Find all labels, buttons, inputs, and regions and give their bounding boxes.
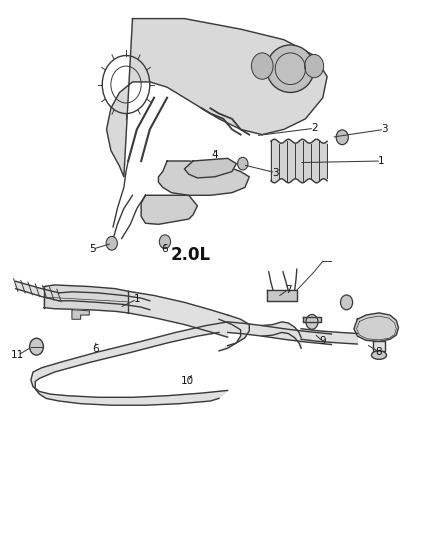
Polygon shape	[267, 290, 297, 301]
Circle shape	[237, 157, 248, 170]
Circle shape	[30, 338, 43, 355]
Polygon shape	[159, 161, 249, 195]
Text: 1: 1	[134, 294, 140, 304]
Ellipse shape	[371, 351, 387, 359]
Circle shape	[304, 54, 324, 78]
Polygon shape	[44, 285, 128, 313]
Text: 3: 3	[272, 167, 279, 177]
Text: 8: 8	[376, 347, 382, 357]
Text: 9: 9	[319, 336, 326, 346]
Polygon shape	[354, 313, 399, 342]
Polygon shape	[31, 322, 228, 405]
Text: 5: 5	[89, 244, 96, 254]
Text: 3: 3	[381, 124, 388, 134]
Polygon shape	[16, 281, 42, 296]
Polygon shape	[304, 317, 321, 322]
Text: 1: 1	[378, 156, 385, 166]
Circle shape	[340, 295, 353, 310]
Circle shape	[251, 53, 273, 79]
Polygon shape	[262, 322, 301, 348]
Text: 2: 2	[311, 123, 318, 133]
Polygon shape	[72, 310, 89, 319]
Circle shape	[159, 235, 170, 248]
Circle shape	[106, 237, 117, 250]
Text: 7: 7	[285, 285, 292, 295]
Polygon shape	[271, 139, 327, 183]
Polygon shape	[301, 329, 357, 344]
Text: 2.0L: 2.0L	[171, 246, 211, 264]
Text: 4: 4	[212, 150, 218, 160]
Text: 6: 6	[162, 244, 168, 254]
Polygon shape	[228, 322, 332, 344]
Polygon shape	[372, 342, 385, 351]
Polygon shape	[184, 158, 236, 178]
Polygon shape	[128, 292, 228, 337]
Circle shape	[306, 314, 318, 329]
Text: 11: 11	[11, 350, 25, 360]
Polygon shape	[106, 19, 327, 177]
Text: 10: 10	[181, 376, 194, 386]
Circle shape	[336, 130, 348, 144]
Text: 6: 6	[92, 344, 99, 354]
Ellipse shape	[267, 45, 314, 92]
Polygon shape	[59, 292, 150, 310]
Polygon shape	[219, 315, 249, 351]
Polygon shape	[141, 195, 198, 224]
